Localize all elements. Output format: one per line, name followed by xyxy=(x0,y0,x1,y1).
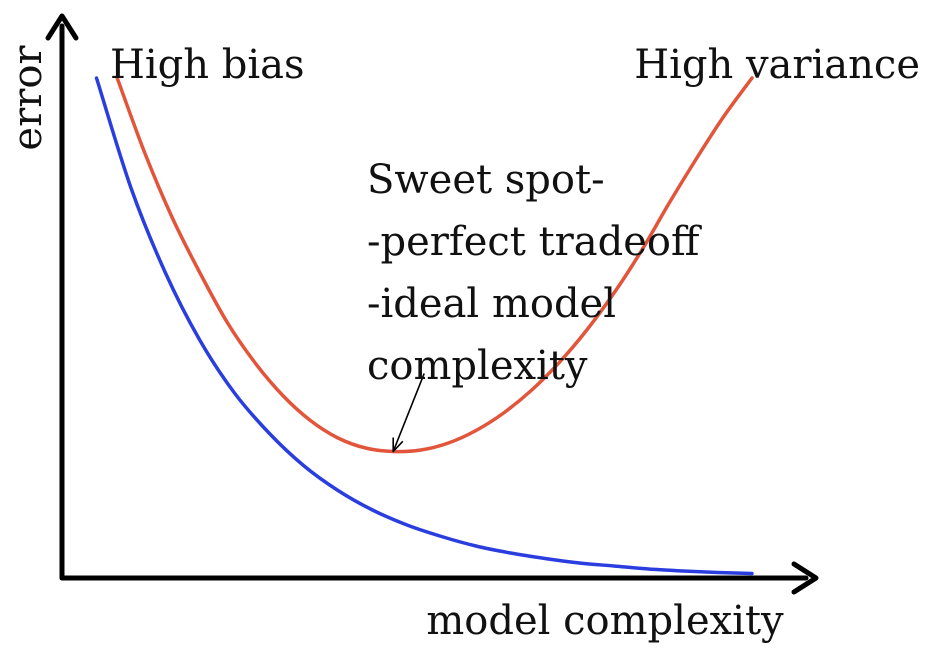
sweet-spot-line-1: Sweet spot- xyxy=(367,157,605,203)
sweet-spot-line-2: -perfect tradeoff xyxy=(367,219,702,265)
high-variance-label: High variance xyxy=(634,42,920,88)
y-axis-label: error xyxy=(5,45,51,151)
high-bias-label: High bias xyxy=(110,42,305,88)
series-line-red xyxy=(115,76,754,454)
sweet-spot-arrow-head xyxy=(392,437,404,453)
series-line-blue xyxy=(94,76,754,576)
sweet-spot-annotation: Sweet spot- -perfect tradeoff -ideal mod… xyxy=(367,157,702,389)
series-layer xyxy=(94,76,754,576)
x-axis-label: model complexity xyxy=(426,598,784,644)
sweet-spot-line-3: -ideal model xyxy=(367,281,616,327)
sweet-spot-arrow xyxy=(392,373,425,453)
sweet-spot-line-4: complexity xyxy=(367,343,588,389)
sweet-spot-arrow-line xyxy=(392,373,425,452)
axes xyxy=(45,13,819,595)
x-axis-arrowhead xyxy=(791,561,819,595)
y-axis-arrowhead xyxy=(45,13,79,41)
